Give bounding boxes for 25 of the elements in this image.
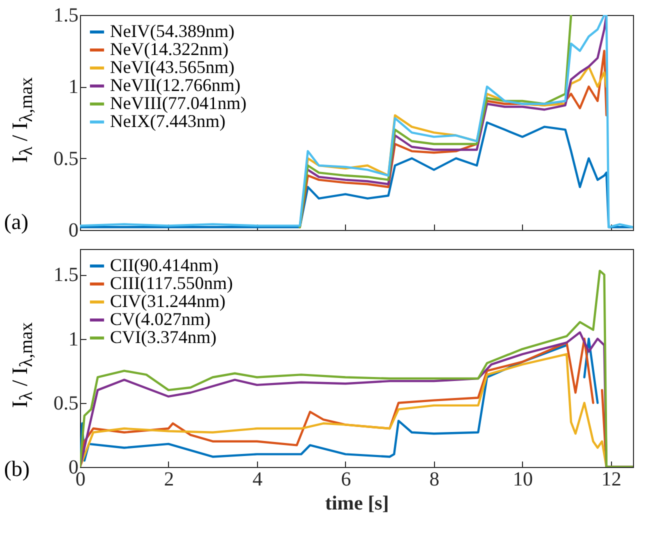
x-tick-label: 10 <box>512 468 533 490</box>
y-tick-label: 1 <box>68 328 78 350</box>
x-tick-label: 6 <box>340 468 351 490</box>
legend-label: NeV(14.322nm) <box>110 39 228 59</box>
legend-label: CIV(31.244nm) <box>110 291 226 311</box>
x-tick-label: 12 <box>601 468 622 490</box>
y-tick-label: 0 <box>68 220 78 242</box>
y-tick-label: 1.5 <box>54 4 78 26</box>
legend-label: NeIX(7.443nm) <box>110 111 226 131</box>
y-tick-label: 0.5 <box>54 148 78 170</box>
legend-label: CII(90.414nm) <box>110 255 218 275</box>
line-series <box>298 15 572 228</box>
legend-label: CV(4.027nm) <box>110 309 210 329</box>
x-tick-label: 2 <box>164 468 174 490</box>
text: (a) <box>4 209 28 235</box>
x-tick-label: 4 <box>252 468 262 490</box>
legend-label: NeIV(54.389nm) <box>110 21 234 41</box>
line-series <box>306 15 608 186</box>
text: (b) <box>4 456 30 482</box>
x-tick-label: 8 <box>429 468 440 490</box>
y-tick-label: 1 <box>68 76 78 98</box>
y-tick-label: 1.5 <box>54 264 78 286</box>
x-axis-title: time [s] <box>325 492 389 514</box>
line-series <box>80 15 633 228</box>
y-tick-label: 0.5 <box>54 392 78 414</box>
